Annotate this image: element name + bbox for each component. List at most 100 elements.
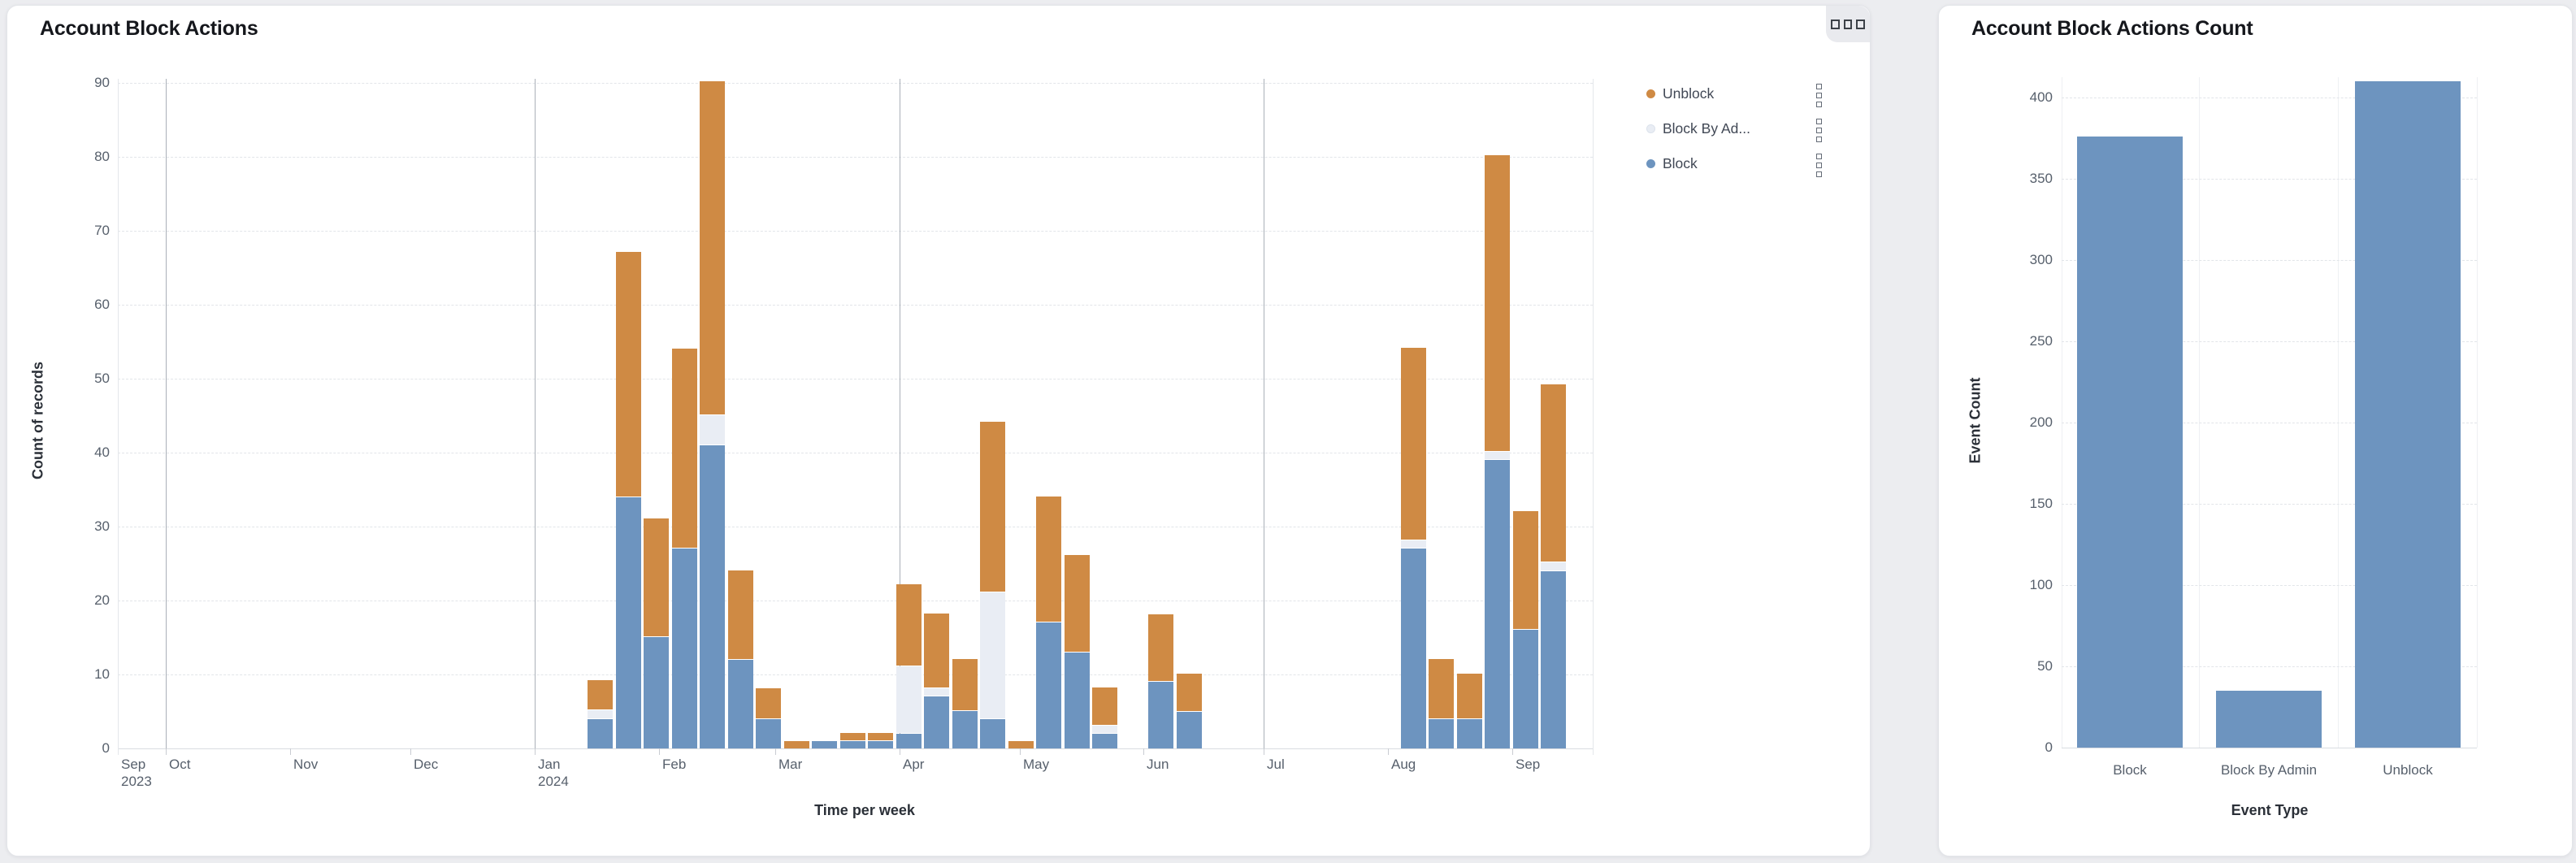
bar-week-2024-01-21[interactable] xyxy=(616,252,641,748)
bar-week-2024-04-14[interactable] xyxy=(952,658,978,748)
bar-segment-block_by_admin-2024-09-08[interactable] xyxy=(1541,562,1566,570)
bar-segment-block-2024-06-09[interactable] xyxy=(1177,711,1202,748)
bar-segment-block-2024-01-28[interactable] xyxy=(644,637,669,748)
bar-segment-unblock-2024-04-21[interactable] xyxy=(980,421,1005,592)
bar-segment-block_by_admin-2024-04-21[interactable] xyxy=(980,592,1005,718)
bar-week-2024-02-18[interactable] xyxy=(728,570,753,748)
bar-segment-block_by_admin-2024-08-04[interactable] xyxy=(1401,540,1426,549)
bar-week-2024-08-18[interactable] xyxy=(1457,674,1482,748)
bar-segment-block-2024-01-14[interactable] xyxy=(588,718,613,748)
bar-segment-block_by_admin-2024-01-14[interactable] xyxy=(588,710,613,718)
bar-segment-block-2024-02-25[interactable] xyxy=(756,718,781,748)
bar-segment-unblock-2024-08-18[interactable] xyxy=(1457,674,1482,718)
bar-segment-block-2024-03-24[interactable] xyxy=(868,740,893,748)
bar-segment-unblock-2024-03-24[interactable] xyxy=(868,732,893,740)
bar-segment-unblock-2024-05-05[interactable] xyxy=(1036,496,1061,622)
bar-segment-block_by_admin-2024-04-07[interactable] xyxy=(924,688,949,696)
bar-segment-unblock-2024-01-21[interactable] xyxy=(616,252,641,497)
bar-segment-unblock-2024-02-11[interactable] xyxy=(700,81,725,414)
bar-week-2024-04-21[interactable] xyxy=(980,421,1005,748)
legend-item-unblock[interactable]: Unblock xyxy=(1646,82,1714,105)
bar-segment-unblock-2024-06-02[interactable] xyxy=(1148,614,1173,682)
bar-segment-block-2024-05-12[interactable] xyxy=(1065,652,1090,748)
bar-segment-block-2024-02-04[interactable] xyxy=(672,549,697,748)
legend-actions-button-unblock[interactable] xyxy=(1816,84,1822,107)
bar-segment-unblock-2024-01-14[interactable] xyxy=(588,680,613,710)
bar-segment-block_by_admin-2024-08-25[interactable] xyxy=(1485,452,1510,460)
bar-segment-block-2024-08-18[interactable] xyxy=(1457,718,1482,748)
bar-segment-block-2024-04-21[interactable] xyxy=(980,718,1005,748)
bar-segment-block-2024-05-19[interactable] xyxy=(1092,733,1117,748)
bar-segment-unblock-2024-09-08[interactable] xyxy=(1541,384,1566,562)
bar-segment-block-2024-05-05[interactable] xyxy=(1036,622,1061,748)
bar-segment-block-2024-01-21[interactable] xyxy=(616,497,641,748)
bar-segment-block-2024-03-10[interactable] xyxy=(812,740,837,748)
legend-item-block_by_admin[interactable]: Block By Ad... xyxy=(1646,117,1750,140)
bar-unblock[interactable] xyxy=(2355,81,2461,748)
bar-week-2024-09-01[interactable] xyxy=(1513,510,1538,748)
bar-week-2024-03-10[interactable] xyxy=(812,740,837,748)
bar-segment-block_by_admin-2024-02-11[interactable] xyxy=(700,414,725,445)
bar-segment-unblock-2024-08-25[interactable] xyxy=(1485,155,1510,451)
left-chart-gridline-60 xyxy=(118,305,1593,306)
right-chart-ytick-0: 0 xyxy=(2045,739,2053,755)
bar-segment-unblock-2024-05-12[interactable] xyxy=(1065,555,1090,652)
bar-segment-block-2024-02-11[interactable] xyxy=(700,445,725,748)
bar-segment-block-2024-03-31[interactable] xyxy=(896,733,922,748)
bar-week-2024-09-08[interactable] xyxy=(1541,384,1566,748)
bar-segment-block-2024-08-11[interactable] xyxy=(1429,718,1454,748)
bar-segment-block-2024-04-07[interactable] xyxy=(924,696,949,748)
bar-segment-unblock-2024-04-28[interactable] xyxy=(1008,740,1034,748)
bar-segment-unblock-2024-05-19[interactable] xyxy=(1092,687,1117,725)
bar-segment-block-2024-08-25[interactable] xyxy=(1485,460,1510,748)
bar-segment-unblock-2024-02-18[interactable] xyxy=(728,570,753,659)
bar-week-2024-05-12[interactable] xyxy=(1065,555,1090,748)
bar-segment-block-2024-02-18[interactable] xyxy=(728,659,753,748)
bar-week-2024-04-07[interactable] xyxy=(924,614,949,748)
bar-week-2024-02-04[interactable] xyxy=(672,348,697,748)
bar-week-2024-08-25[interactable] xyxy=(1485,155,1510,748)
bar-segment-unblock-2024-01-28[interactable] xyxy=(644,518,669,637)
right-chart-ytick-400: 400 xyxy=(2029,89,2053,105)
bar-segment-unblock-2024-09-01[interactable] xyxy=(1513,510,1538,630)
bar-segment-unblock-2024-08-11[interactable] xyxy=(1429,658,1454,718)
bar-segment-unblock-2024-03-17[interactable] xyxy=(840,732,865,740)
bar-segment-block-2024-09-08[interactable] xyxy=(1541,570,1566,748)
bar-segment-unblock-2024-06-09[interactable] xyxy=(1177,674,1202,711)
bar-week-2024-01-14[interactable] xyxy=(588,680,613,748)
bar-segment-unblock-2024-03-03[interactable] xyxy=(784,740,809,748)
bar-block[interactable] xyxy=(2077,137,2183,748)
bar-segment-block-2024-03-17[interactable] xyxy=(840,740,865,748)
bar-segment-unblock-2024-04-14[interactable] xyxy=(952,658,978,711)
bar-week-2024-08-11[interactable] xyxy=(1429,658,1454,748)
bar-week-2024-03-03[interactable] xyxy=(784,740,809,748)
bar-week-2024-03-17[interactable] xyxy=(840,732,865,748)
legend-actions-button-block_by_admin[interactable] xyxy=(1816,119,1822,142)
bar-segment-block-2024-06-02[interactable] xyxy=(1148,682,1173,748)
bar-week-2024-02-25[interactable] xyxy=(756,688,781,748)
bar-week-2024-06-02[interactable] xyxy=(1148,614,1173,748)
bar-segment-unblock-2024-08-04[interactable] xyxy=(1401,347,1426,540)
bar-segment-block-2024-08-04[interactable] xyxy=(1401,549,1426,748)
bar-week-2024-05-19[interactable] xyxy=(1092,687,1117,748)
bar-segment-unblock-2024-02-25[interactable] xyxy=(756,688,781,718)
bar-segment-unblock-2024-02-04[interactable] xyxy=(672,348,697,549)
bar-week-2024-03-31[interactable] xyxy=(896,583,922,748)
bar-week-2024-05-05[interactable] xyxy=(1036,496,1061,748)
bar-week-2024-02-11[interactable] xyxy=(700,81,725,748)
bar-segment-unblock-2024-04-07[interactable] xyxy=(924,614,949,688)
bar-segment-block_by_admin-2024-05-19[interactable] xyxy=(1092,725,1117,733)
bar-week-2024-01-28[interactable] xyxy=(644,518,669,748)
bar-segment-unblock-2024-03-31[interactable] xyxy=(896,583,922,666)
bar-segment-block_by_admin-2024-03-31[interactable] xyxy=(896,666,922,733)
bar-week-2024-08-04[interactable] xyxy=(1401,347,1426,748)
bar-block-by-admin[interactable] xyxy=(2216,691,2322,748)
bar-segment-block-2024-04-14[interactable] xyxy=(952,711,978,748)
bar-week-2024-06-09[interactable] xyxy=(1177,674,1202,748)
legend-item-block[interactable]: Block xyxy=(1646,152,1698,175)
legend-actions-button-block[interactable] xyxy=(1816,154,1822,177)
bar-segment-block-2024-09-01[interactable] xyxy=(1513,630,1538,748)
bar-week-2024-04-28[interactable] xyxy=(1008,740,1034,748)
panel-options-button[interactable] xyxy=(1826,6,1870,42)
bar-week-2024-03-24[interactable] xyxy=(868,732,893,748)
